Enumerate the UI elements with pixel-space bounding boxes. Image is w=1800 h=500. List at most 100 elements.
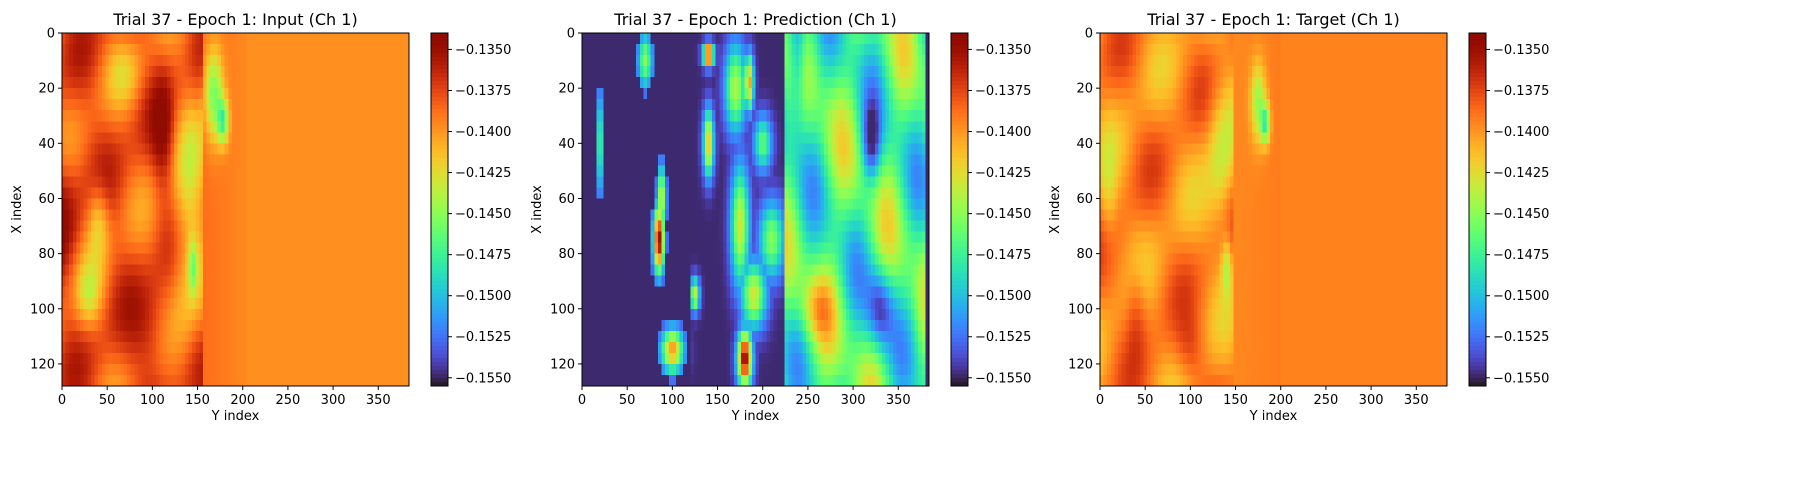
heatmap-cell (347, 121, 352, 133)
heatmap-cell (336, 55, 341, 67)
heatmap-cell (726, 187, 731, 200)
heatmap-cell (769, 143, 775, 155)
heatmap-cell (845, 187, 851, 200)
heatmap-cell (264, 308, 269, 321)
heatmap-cell (683, 77, 688, 89)
heatmap-cell (322, 176, 327, 189)
heatmap-cell (362, 77, 367, 89)
heatmap-cell (72, 132, 78, 144)
heatmap-cell (98, 154, 103, 166)
heatmap-cell (296, 286, 302, 299)
heatmap-cell (369, 231, 374, 244)
heatmap-cell (268, 198, 273, 211)
heatmap-cell (820, 99, 825, 111)
heatmap-cell (249, 165, 255, 178)
heatmap-cell (762, 44, 767, 56)
heatmap-cell (163, 264, 168, 277)
colorbar-segment (431, 245, 448, 251)
heatmap-cell (163, 275, 168, 288)
heatmap-cell (614, 143, 619, 155)
heatmap-cell (98, 132, 103, 144)
heatmap-cell (87, 77, 92, 89)
heatmap-cell (354, 77, 359, 89)
heatmap-cell (600, 121, 605, 133)
heatmap-cell (62, 297, 67, 310)
heatmap-cell (625, 209, 630, 222)
heatmap-cell (152, 308, 157, 321)
heatmap-cell (170, 253, 175, 266)
heatmap-cell (600, 66, 605, 78)
heatmap-cell (275, 132, 280, 144)
heatmap-cell (683, 88, 688, 100)
heatmap-cell (307, 110, 312, 122)
heatmap-cell (257, 110, 262, 122)
heatmap-cell (195, 308, 200, 321)
heatmap-cell (383, 198, 388, 211)
heatmap-cell (315, 363, 320, 376)
heatmap-cell (690, 143, 695, 155)
heatmap-cell (159, 66, 164, 78)
heatmap-cell (650, 99, 655, 111)
heatmap-cell (307, 176, 312, 189)
heatmap-cell (271, 132, 276, 144)
heatmap-cell (289, 286, 294, 299)
heatmap-cell (668, 187, 673, 200)
heatmap-cell (221, 187, 226, 200)
heatmap-cell (369, 209, 374, 222)
heatmap-cell (94, 264, 99, 277)
heatmap-cell (170, 308, 175, 321)
colorbar-segment (431, 345, 448, 351)
heatmap-cell (722, 220, 728, 233)
heatmap-cell (751, 132, 757, 144)
heatmap-cell (365, 33, 370, 45)
heatmap-cell (137, 308, 143, 321)
heatmap-cell (715, 154, 720, 166)
heatmap-cell (733, 231, 739, 244)
heatmap-cell (582, 77, 587, 89)
heatmap-cell (192, 121, 197, 133)
heatmap-cell (123, 110, 128, 122)
heatmap-cell (307, 165, 312, 178)
heatmap-cell (94, 253, 99, 266)
heatmap-cell (380, 187, 385, 200)
heatmap-cell (354, 165, 359, 178)
heatmap-cell (816, 143, 822, 155)
heatmap-cell (921, 198, 926, 211)
heatmap-cell (741, 121, 746, 133)
heatmap-cell (315, 77, 320, 89)
heatmap-cell (98, 110, 103, 122)
heatmap-cell (380, 33, 385, 45)
heatmap-cell (860, 121, 865, 133)
heatmap-cell (632, 44, 637, 56)
heatmap-cell (228, 231, 233, 244)
heatmap-cell (925, 77, 930, 89)
heatmap-cell (199, 198, 204, 211)
heatmap-cell (730, 88, 735, 100)
heatmap-cell (387, 363, 392, 376)
heatmap-cell (148, 264, 153, 277)
heatmap-cell (155, 209, 161, 222)
heatmap-cell (260, 297, 266, 310)
heatmap-cell (369, 176, 374, 189)
heatmap-cell (892, 143, 898, 155)
heatmap-cell (163, 330, 168, 343)
heatmap-cell (358, 352, 363, 365)
heatmap-cell (903, 198, 908, 211)
heatmap-cell (885, 121, 890, 133)
heatmap-cell (668, 33, 673, 45)
heatmap-cell (719, 154, 724, 166)
heatmap-cell (918, 99, 923, 111)
heatmap-cell (177, 264, 182, 277)
heatmap-cell (650, 66, 655, 78)
heatmap-cell (755, 231, 760, 244)
heatmap-cell (589, 231, 594, 244)
heatmap-cell (777, 77, 782, 89)
heatmap-cell (76, 110, 81, 122)
heatmap-cell (686, 198, 692, 211)
heatmap-cell (405, 77, 410, 89)
colorbar-segment (431, 125, 448, 130)
heatmap-cell (383, 55, 388, 67)
heatmap-cell (202, 297, 208, 310)
heatmap-cell (322, 374, 327, 387)
heatmap-cell (733, 176, 739, 189)
